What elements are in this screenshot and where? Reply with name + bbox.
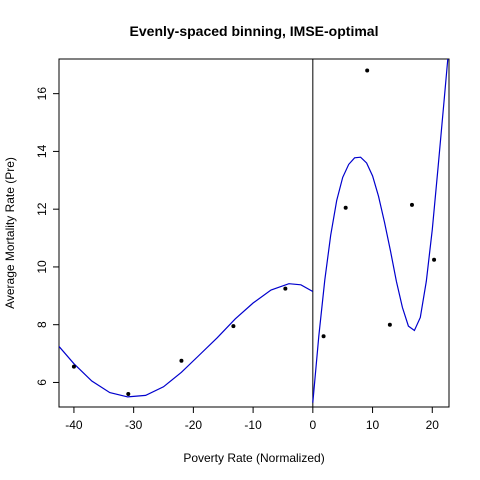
- x-tick-label: -30: [125, 418, 143, 432]
- y-axis-label: Average Mortality Rate (Pre): [3, 157, 17, 309]
- x-tick-label: -40: [65, 418, 83, 432]
- data-point: [343, 205, 348, 210]
- data-point: [126, 392, 131, 397]
- plot-frame: [58, 58, 450, 408]
- x-tick-label: -10: [244, 418, 262, 432]
- y-tick-label: 12: [35, 202, 49, 216]
- data-point: [179, 358, 184, 363]
- data-point: [432, 257, 437, 262]
- data-point: [231, 324, 236, 329]
- y-tick-label: 10: [35, 260, 49, 274]
- data-point: [283, 286, 288, 291]
- data-point: [321, 334, 326, 339]
- plot-area: -40 -30 -20 -10 0 10 20 6 8 10 12 14 16: [35, 58, 450, 432]
- y-tick-label: 14: [35, 144, 49, 158]
- data-point: [409, 202, 414, 207]
- x-tick-label: -20: [185, 418, 203, 432]
- x-tick-label: 20: [426, 418, 440, 432]
- data-point: [365, 68, 370, 73]
- y-tick-label: 16: [35, 87, 49, 101]
- fit-curve-right: [312, 59, 449, 403]
- fit-curve-left: [59, 283, 314, 398]
- y-tick-label: 6: [35, 379, 49, 386]
- data-point: [71, 364, 76, 369]
- x-tick-label: 10: [366, 418, 380, 432]
- data-point: [387, 322, 392, 327]
- x-axis-label: Poverty Rate (Normalized): [183, 451, 324, 465]
- y-tick-label: 8: [35, 321, 49, 328]
- x-tick-label: 0: [309, 418, 316, 432]
- chart-title: Evenly-spaced binning, IMSE-optimal: [130, 23, 379, 39]
